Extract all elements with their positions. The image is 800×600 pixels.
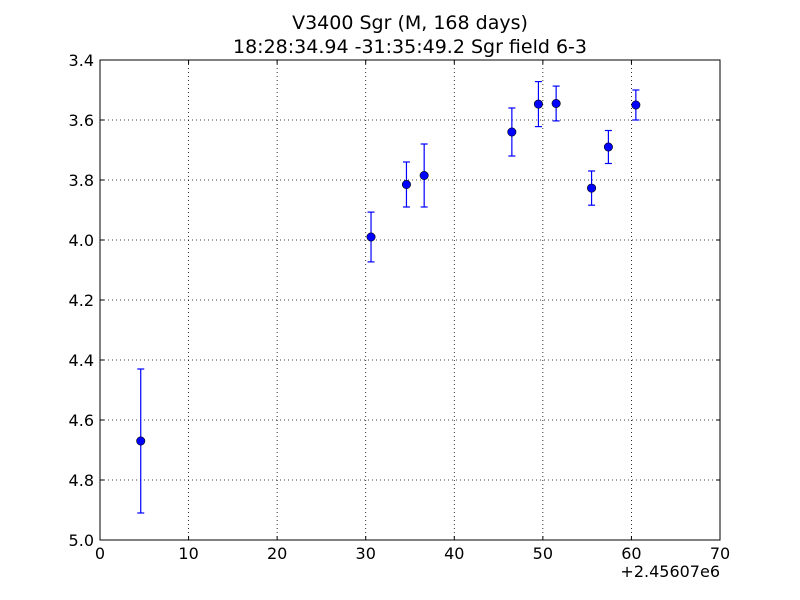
y-tick-label: 3.6 (69, 111, 94, 130)
data-point (587, 183, 597, 193)
x-tick-labels: 0 10 20 30 40 50 60 70 (95, 544, 730, 563)
data-point (533, 99, 543, 109)
y-tick-label: 4.8 (69, 471, 94, 490)
y-tick-label: 4.2 (69, 291, 94, 310)
x-tick-label: 20 (267, 544, 287, 563)
x-tick-label: 30 (356, 544, 376, 563)
plot-frame (99, 59, 721, 541)
data-point (366, 232, 376, 242)
data-point (603, 142, 613, 152)
x-tick-label: 10 (178, 544, 198, 563)
data-point (419, 171, 429, 181)
y-tick-label: 4.4 (69, 351, 94, 370)
data-point (401, 180, 411, 190)
y-tick-label: 4.0 (69, 231, 94, 250)
data-point (507, 127, 517, 137)
y-tick-labels: 3.4 3.6 3.8 4.0 4.2 4.4 4.6 4.8 5.0 (69, 51, 94, 550)
y-tick-label: 4.6 (69, 411, 94, 430)
y-tick-label: 5.0 (69, 531, 94, 550)
x-tick-label: 0 (95, 544, 105, 563)
y-tick-label: 3.4 (69, 51, 94, 70)
x-tick-label: 40 (444, 544, 464, 563)
grid-lines (100, 60, 720, 540)
data-point (136, 436, 146, 446)
x-tick-label: 70 (710, 544, 730, 563)
chart-title-line1: V3400 Sgr (M, 168 days) (292, 12, 528, 34)
data-point (551, 99, 561, 109)
data-points (136, 80, 641, 514)
data-point (631, 100, 641, 110)
y-tick-label: 3.8 (69, 171, 94, 190)
chart-title-line2: 18:28:34.94 -31:35:49.2 Sgr field 6-3 (233, 36, 587, 58)
x-tick-label: 60 (621, 544, 641, 563)
x-tick-label: 50 (533, 544, 553, 563)
x-offset-label: +2.45607e6 (620, 562, 720, 581)
